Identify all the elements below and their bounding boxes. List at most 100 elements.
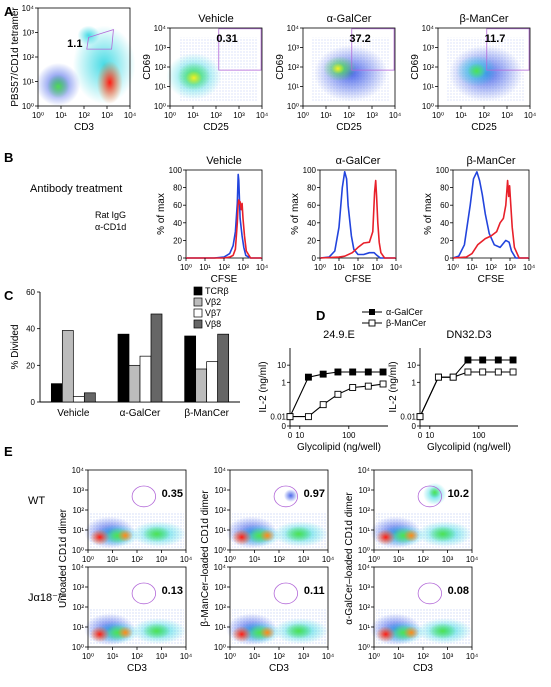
panel-c-legend-swatch: [193, 286, 203, 296]
panel-c-bar-4-2: [150, 313, 163, 403]
panel-b-plot-2-xtick-label: 10³: [371, 263, 383, 272]
panel-b-plot-3-xtick-label: 10²: [485, 263, 497, 272]
panel-e-plot-r1c3-xtick-label: 10¹: [393, 555, 405, 564]
panel-e-plot-r2c1-xtick-label: 10¹: [107, 652, 119, 661]
panel-a-plot-3-ytick-label: 10²: [287, 63, 299, 72]
panel-a-plot-4-xtick-label: 10²: [478, 111, 490, 120]
panel-b-plot-1-xtick-label: 10³: [237, 263, 249, 272]
panel-d-plot-1-series-2-point: [349, 384, 357, 391]
panel-b-plot-2-title: α-GalCer: [336, 155, 381, 167]
panel-e-plot-r2c2-ytick-label: 10¹: [214, 623, 226, 632]
panel-d-plot-1-series-1-point: [304, 373, 312, 381]
panel-a-plot-2-gate: [218, 28, 262, 71]
panel-d-plot-1-series-1-point: [349, 368, 357, 376]
panel-b-plot-1-frame: [185, 169, 263, 259]
panel-d-plot-2-series-2-point: [509, 368, 517, 376]
panel-c-ylabel: % Divided: [10, 324, 21, 369]
panel-a-plot-4-xtick-label: 10⁰: [432, 111, 444, 120]
panel-letter-d: D: [316, 308, 325, 323]
panel-a-plot-1-ylabel: PBS57/CD1d tetramer: [10, 7, 21, 107]
panel-e-plot-r2c1-cluster-6: [142, 623, 171, 639]
panel-b-plot-2-ylabel: % of max: [290, 193, 301, 235]
panel-a-plot-4-xtick-label: 10¹: [455, 111, 467, 120]
panel-c-bar-1-1: [50, 383, 63, 403]
panel-e-plot-r1c2-cluster-7: [283, 489, 298, 502]
panel-e-plot-r1c3-xtick-label: 10³: [442, 555, 454, 564]
panel-e-plot-r2c3-xtick-label: 10¹: [393, 652, 405, 661]
panel-a-plot-1-ytick-label: 10⁰: [22, 102, 34, 111]
panel-e-plot-r1c1-cluster-3: [89, 529, 110, 546]
panel-c-bar-2-3: [195, 368, 208, 403]
panel-d-plot-2-series-2-point: [434, 373, 442, 381]
panel-d-plot-1-ytick-label: 10: [277, 361, 286, 370]
panel-d-plot-2-ytick-label: 0.01: [400, 413, 416, 422]
panel-b-plot-2-series-cd1d: [319, 179, 396, 259]
panel-e-plot-r2c2-cluster-3: [231, 626, 252, 643]
panel-a-plot-4-xlabel: CD25: [471, 122, 497, 133]
panel-d-plot-2-series-1-point: [509, 356, 517, 364]
panel-e-plot-r2c3-xtick-label: 10⁴: [466, 652, 479, 661]
panel-e-plot-r1c1-xtick-label: 10⁴: [180, 555, 193, 564]
panel-b-plot-3-ytick-label: 0: [445, 254, 450, 263]
panel-c-ytick-label: 0: [31, 398, 36, 407]
panel-b-plot-2-frame: [319, 169, 397, 259]
panel-b-row-label: Antibody treatment: [30, 183, 122, 195]
panel-b-plot-1-xtick-label: 10²: [218, 263, 230, 272]
panel-d-plot-1-xlabel: Glycolipid (ng/well): [297, 442, 381, 453]
panel-b-plot-3-ytick-label: 80: [440, 184, 449, 193]
panel-c-category-label: Vehicle: [57, 408, 90, 419]
panel-a-plot-2-xtick-label: 10²: [210, 111, 222, 120]
panel-c-category-label: α-GalCer: [120, 408, 161, 419]
panel-d-plot-2-ytick-label: 1: [412, 378, 417, 387]
panel-e-plot-r2c2-xtick-label: 10³: [298, 652, 310, 661]
panel-a-plot-2-ytick-label: 10¹: [154, 83, 166, 92]
panel-d-plot-2-xtick-label: 0: [418, 431, 423, 440]
panel-e-plot-r2c2-gate: [273, 582, 299, 605]
panel-e-plot-r1c1-ytick-label: 10⁴: [72, 466, 85, 475]
panel-a-plot-4-gate-value: 11.7: [485, 33, 506, 45]
panel-b-legend-rat-igg: Rat IgG: [95, 210, 126, 220]
panel-c-legend-label: Vβ8: [205, 319, 221, 329]
panel-e-plot-r1c3-ytick-label: 10⁰: [358, 546, 370, 555]
panel-a-plot-3-ytick-label: 10⁴: [287, 24, 300, 33]
panel-b-plot-1-xtick-label: 10⁰: [180, 263, 192, 272]
panel-d-plot-1-ytick-label: 0: [282, 422, 287, 431]
panel-e-plot-r2c1-xlabel: CD3: [127, 663, 147, 674]
panel-e-plot-r1c1-gate-value: 0.35: [162, 488, 183, 500]
panel-e-plot-r2c3-xtick-label: 10²: [417, 652, 429, 661]
panel-e-plot-r2c2-ytick-label: 10⁴: [214, 563, 227, 572]
panel-d-plot-2-series-1-point: [494, 356, 502, 364]
panel-e-plot-r1c3-cluster-3: [375, 529, 396, 546]
panel-b-plot-1-ylabel: % of max: [156, 193, 167, 235]
panel-a-plot-3-cluster-2: [331, 63, 345, 75]
panel-a-plot-1-ytick-label: 10⁴: [22, 4, 35, 13]
panel-letter-c: C: [4, 288, 14, 303]
panel-e-plot-r2c1-ytick-label: 10³: [72, 583, 84, 592]
panel-a-plot-1-ytick-label: 10¹: [22, 78, 34, 87]
panel-b-plot-3-ytick-label: 60: [440, 201, 449, 210]
panel-c-legend-swatch: [193, 308, 203, 318]
panel-e-plot-r2c1-cluster-4: [117, 626, 134, 639]
panel-d-plot-2-ytick-label: 10: [407, 361, 416, 370]
panel-e-plot-r1c2-ytick-label: 10¹: [214, 526, 226, 535]
panel-d-plot-2-xtick-label: 100: [472, 431, 486, 440]
panel-b-plot-2-ytick-label: 40: [307, 219, 316, 228]
panel-b-plot-2-ytick-label: 80: [307, 184, 316, 193]
panel-b-plot-1-xtick-label: 10⁴: [256, 263, 269, 272]
panel-e-plot-r2c1-xtick-label: 10⁰: [82, 652, 94, 661]
panel-e-col-ylabel-1: Unloaded CD1d dimer: [58, 508, 69, 608]
panel-b-plot-2-ytick-label: 20: [307, 236, 316, 245]
panel-a-plot-2-title: Vehicle: [198, 13, 233, 25]
panel-e-plot-r1c1-density: [84, 470, 186, 550]
panel-d-plot-1-series-1-point: [319, 370, 327, 378]
panel-b-plot-1-ytick-label: 80: [173, 184, 182, 193]
panel-d-plot-2-series-2-line: [419, 371, 513, 417]
panel-a-plot-2-ytick-label: 10⁰: [154, 102, 166, 111]
panel-a-plot-1-cluster-3: [47, 74, 70, 99]
panel-letter-b: B: [4, 150, 13, 165]
panel-d-plot-1-ylabel: IL-2 (ng/ml): [258, 361, 269, 412]
panel-e-plot-r1c3-cluster-6: [428, 526, 457, 542]
panel-d-plot-2-series-2-point: [479, 368, 487, 376]
panel-e-plot-r1c2-gate-value: 0.97: [304, 488, 325, 500]
panel-d-plot-1-series-2-point: [304, 413, 312, 421]
